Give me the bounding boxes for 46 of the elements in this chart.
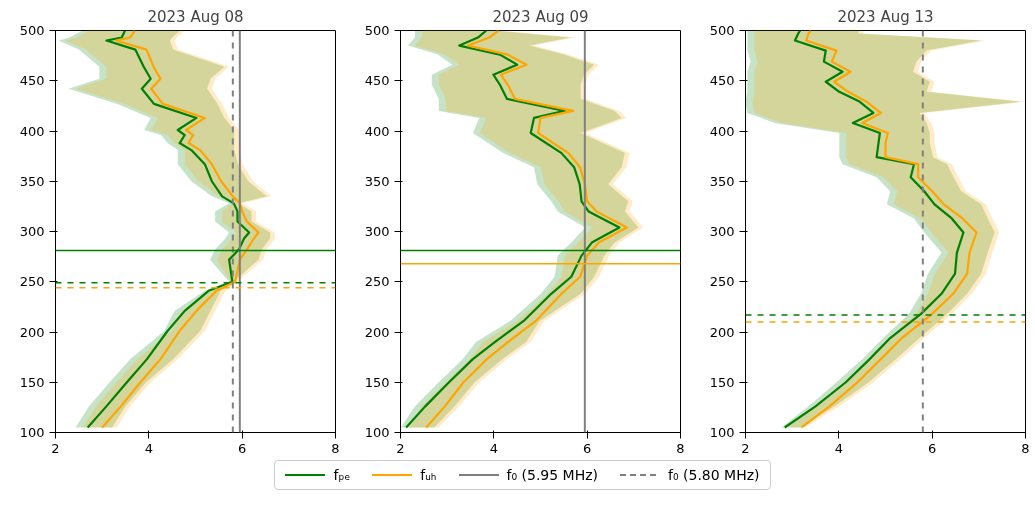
x-tick-label: 2 <box>741 440 750 456</box>
y-tick-label: 450 <box>19 73 45 89</box>
x-tick-label: 6 <box>583 440 592 456</box>
x-tick-label: 4 <box>834 440 843 456</box>
y-tick-label: 450 <box>709 73 735 89</box>
chart-title: 2023 Aug 13 <box>837 7 934 26</box>
y-tick-label: 300 <box>19 224 45 239</box>
x-tick-label: 2 <box>51 440 60 456</box>
y-tick-label: 400 <box>364 123 390 139</box>
y-tick-label: 500 <box>709 23 735 38</box>
x-tick-label: 4 <box>489 440 498 456</box>
legend-label: f₀ (5.95 MHz) <box>506 466 599 485</box>
chart-title: 2023 Aug 08 <box>147 7 244 26</box>
y-tick-label: 150 <box>19 374 45 390</box>
y-tick-label: 100 <box>709 425 735 440</box>
y-tick-label: 300 <box>709 224 735 239</box>
y-tick-label: 250 <box>19 274 45 290</box>
x-tick-label: 8 <box>676 440 685 456</box>
y-tick-label: 250 <box>364 274 390 290</box>
x-tick-label: 6 <box>238 440 247 456</box>
y-tick-label: 350 <box>709 173 735 189</box>
y-tick-label: 100 <box>364 425 390 440</box>
y-tick-label: 500 <box>19 23 45 38</box>
x-tick-label: 8 <box>1021 440 1030 456</box>
y-tick-label: 150 <box>709 374 735 390</box>
x-tick-label: 4 <box>144 440 153 456</box>
legend-label: fᵤₕ <box>420 466 437 485</box>
y-tick-label: 200 <box>19 324 45 340</box>
y-tick-label: 100 <box>19 425 45 440</box>
y-tick-label: 500 <box>364 23 390 38</box>
y-tick-label: 250 <box>709 274 735 290</box>
y-tick-label: 400 <box>709 123 735 139</box>
y-tick-label: 200 <box>709 324 735 340</box>
y-tick-label: 350 <box>19 173 45 189</box>
chart-title: 2023 Aug 09 <box>492 7 589 26</box>
legend-label: f₀ (5.80 MHz) <box>668 466 760 485</box>
x-tick-label: 8 <box>331 440 340 456</box>
legend-label: fₚₑ <box>333 466 351 485</box>
x-tick-label: 2 <box>396 440 405 456</box>
y-tick-label: 200 <box>364 324 390 340</box>
x-tick-label: 6 <box>928 440 937 456</box>
y-tick-label: 350 <box>364 173 390 189</box>
y-tick-label: 150 <box>364 374 390 390</box>
y-tick-label: 400 <box>19 123 45 139</box>
y-tick-label: 300 <box>364 224 390 239</box>
y-tick-label: 450 <box>364 73 390 89</box>
